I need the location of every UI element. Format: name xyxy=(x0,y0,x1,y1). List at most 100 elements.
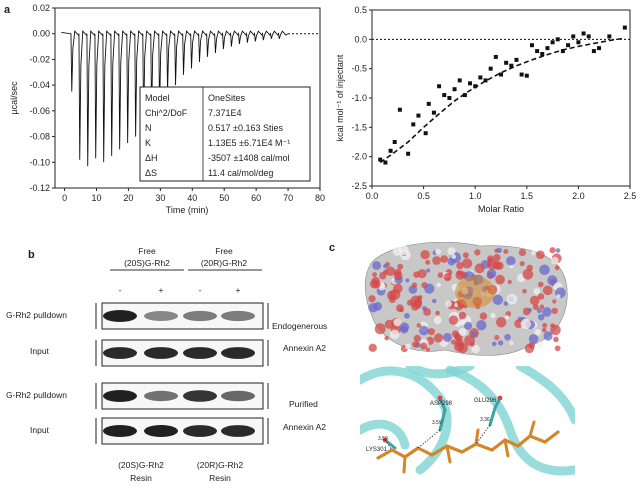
fit-row-chi-val: 7.371E4 xyxy=(208,108,242,118)
iso-y-tick-label: 0.5 xyxy=(354,5,367,15)
protein-ribbon xyxy=(360,419,410,450)
iso-data-point xyxy=(519,72,524,77)
iso-data-point xyxy=(397,107,402,112)
iso-x-tick-label: 1.0 xyxy=(469,191,482,201)
surface-atom xyxy=(504,333,511,341)
iso-data-point xyxy=(509,63,514,68)
surface-atom xyxy=(413,271,420,278)
surface-atom xyxy=(547,275,558,286)
iso-data-point xyxy=(529,43,534,48)
surface-atom xyxy=(382,269,389,275)
iso-fit-curve xyxy=(379,37,625,164)
surface-atom xyxy=(509,341,514,346)
iso-x-label: Molar Ratio xyxy=(478,204,524,214)
fit-row-dh-val: -3507 ±1408 cal/mol xyxy=(208,153,290,163)
wb-band xyxy=(103,425,137,437)
iso-data-point xyxy=(586,34,591,39)
wb-row-label-2: Input xyxy=(30,346,50,356)
surface-atom xyxy=(411,341,419,348)
itc-y-tick-label: -0.10 xyxy=(29,157,50,167)
wb-resin-20r-label: Resin xyxy=(209,473,231,483)
wb-band xyxy=(221,310,255,322)
ligand-branch xyxy=(474,428,480,446)
wb-header-20r-name: (20R)G-Rh2 xyxy=(201,258,248,268)
surface-atom xyxy=(519,261,525,267)
residue-sticks xyxy=(382,395,503,451)
surface-atom xyxy=(372,260,382,270)
wb-resin-20s-name: (20S)G-Rh2 xyxy=(118,460,164,470)
wb-lane-sign-2: + xyxy=(159,285,164,295)
iso-data-point xyxy=(411,122,416,127)
protein-ribbon xyxy=(405,366,475,379)
surface-atom xyxy=(448,315,459,325)
surface-atom xyxy=(440,255,449,263)
surface-atom xyxy=(425,259,431,265)
surface-atom xyxy=(372,272,377,277)
surface-atom xyxy=(417,269,427,279)
surface-atom xyxy=(456,261,464,270)
surface-atom xyxy=(536,308,542,314)
iso-y-ticks: 0.5 0.0 -0.5 -1.0 -1.5 -2.0 -2.5 xyxy=(351,5,372,191)
iso-x-tick-label: 2.5 xyxy=(624,191,637,201)
wb-lane-sign-3: - xyxy=(199,285,202,295)
surface-atom xyxy=(549,247,556,254)
surface-atom xyxy=(487,259,498,270)
surface-atom xyxy=(374,323,386,335)
itc-y-tick-label: -0.04 xyxy=(29,80,50,90)
surface-atom xyxy=(504,315,510,320)
iso-y-tick-label: -2.0 xyxy=(351,152,367,162)
iso-data-point xyxy=(540,52,545,56)
itc-x-tick-label: 30 xyxy=(155,193,165,203)
surface-atom xyxy=(494,334,500,341)
surface-atom xyxy=(420,249,430,260)
iso-data-point xyxy=(566,43,571,48)
distance-label-1: 3.59 xyxy=(432,420,442,426)
ligand-bond xyxy=(376,448,394,460)
surface-atom xyxy=(541,327,547,333)
surface-atom xyxy=(458,327,467,336)
iso-x-tick-label: 0.0 xyxy=(366,191,379,201)
ligand-bond xyxy=(403,446,420,459)
surface-atom xyxy=(432,256,441,265)
surface-atom xyxy=(368,343,377,353)
surface-atom xyxy=(486,268,497,279)
iso-data-point xyxy=(571,34,576,39)
iso-data-point xyxy=(406,151,411,156)
binding-isotherm-chart: 0.5 0.0 -0.5 -1.0 -1.5 -2.0 -2.5 0.0 0.5 1.0 1.5 2… xyxy=(335,5,636,214)
wb-lane-sign-4: + xyxy=(236,285,241,295)
surface-atom xyxy=(392,246,403,256)
surface-atom xyxy=(425,347,430,352)
protein-ribbon xyxy=(515,366,575,425)
surface-atom xyxy=(491,341,497,347)
panel-label-a: a xyxy=(4,4,11,16)
iso-data-point xyxy=(426,101,431,106)
surface-atom xyxy=(532,303,539,310)
surface-atom xyxy=(551,256,559,265)
wb-row-label-4: Input xyxy=(30,425,50,435)
residue-oxygen xyxy=(497,395,503,401)
panel-label-b: b xyxy=(28,249,35,261)
surface-atom xyxy=(455,338,464,348)
surface-atom xyxy=(404,312,410,319)
fit-row-dh-key: ΔH xyxy=(145,153,158,163)
iso-data-point xyxy=(488,66,493,71)
surface-atom xyxy=(447,247,456,256)
itc-x-tick-label: 60 xyxy=(251,193,261,203)
surface-atom xyxy=(506,256,516,266)
surface-atom xyxy=(495,274,505,285)
iso-data-point xyxy=(607,34,612,39)
wb-lane-sign-1: - xyxy=(119,285,122,295)
iso-data-point xyxy=(555,37,560,42)
iso-data-point xyxy=(576,40,581,45)
ligand-branch xyxy=(445,444,452,464)
western-blot-panel: Free (20S)G-Rh2 Free (20R)G-Rh2 - + - + … xyxy=(6,246,327,483)
itc-axes-frame xyxy=(54,7,321,189)
surface-atom xyxy=(463,321,473,330)
itc-x-tick-label: 70 xyxy=(283,193,293,203)
surface-atom xyxy=(479,312,488,320)
iso-y-tick-label: -1.0 xyxy=(351,93,367,103)
surface-atom xyxy=(518,248,527,257)
surface-atom xyxy=(442,332,452,342)
iso-data-point xyxy=(416,113,421,118)
